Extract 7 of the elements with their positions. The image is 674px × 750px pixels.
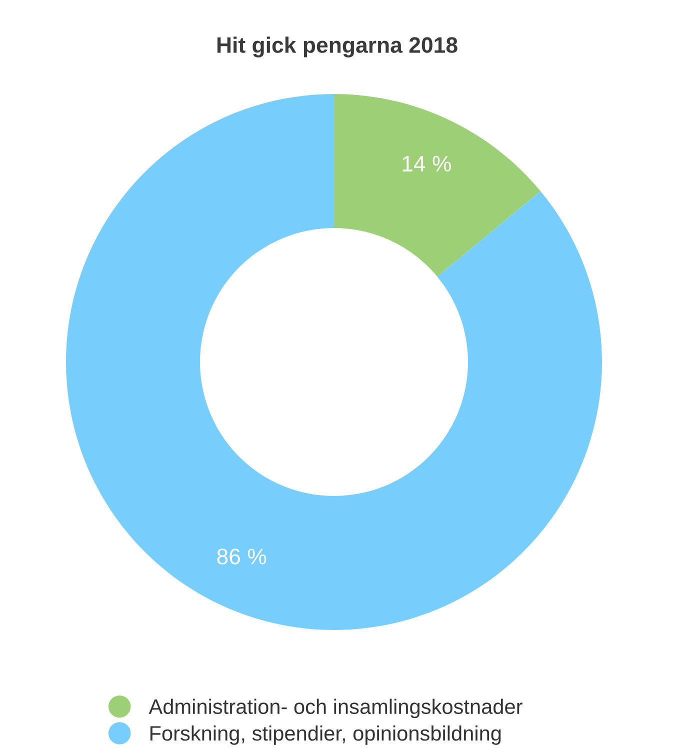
donut-slice	[66, 94, 602, 630]
legend-label: Administration- och insamlingskostnader	[148, 698, 522, 718]
donut-slice	[334, 94, 540, 277]
chart-title: Hit gick pengarna 2018	[217, 36, 458, 58]
data-label: 86 %	[217, 548, 266, 564]
legend-label: Forskning, stipendier, opinionsbildning	[150, 725, 501, 745]
data-label: 14 %	[402, 156, 451, 172]
